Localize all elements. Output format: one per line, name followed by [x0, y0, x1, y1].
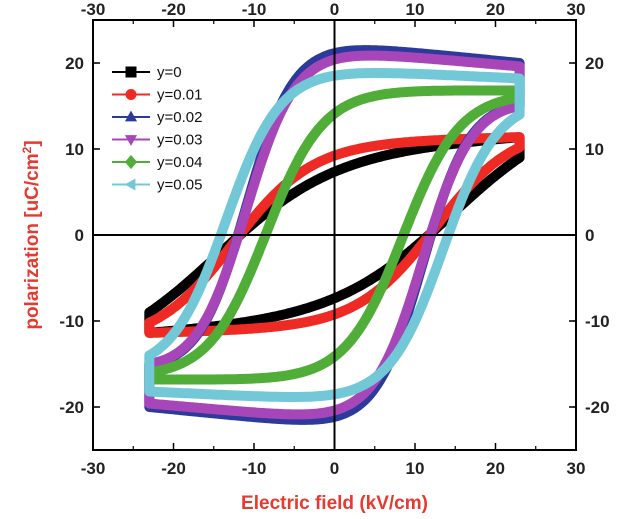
legend-label: y=0.03 — [157, 132, 202, 149]
y-tick-label-left: -20 — [59, 398, 84, 417]
x-tick-label-bottom: 30 — [567, 459, 586, 478]
series-line — [144, 50, 525, 420]
x-tick-label-top: 0 — [330, 0, 339, 19]
legend-item: y=0.04 — [112, 154, 202, 171]
y-tick-label-left: 0 — [75, 226, 84, 245]
x-tick-label-bottom: 0 — [330, 459, 339, 478]
y-tick-label-right: 0 — [585, 226, 594, 245]
legend-label: y=0.01 — [157, 87, 202, 104]
series-curves — [144, 45, 525, 425]
series-line — [144, 132, 525, 338]
x-tick-label-bottom: -20 — [161, 459, 186, 478]
x-tick-label-top: -20 — [161, 0, 186, 19]
x-tick-label-top: -30 — [81, 0, 106, 19]
legend-item: y=0.02 — [112, 109, 202, 126]
x-tick-label-top: 10 — [406, 0, 425, 19]
series-line — [144, 68, 525, 402]
legend-marker — [124, 178, 136, 191]
y-axis-title-main: polarization [uC/cm — [22, 153, 43, 329]
y-axis-title: polarization [uC/cm2] — [20, 140, 43, 329]
x-tick-label-top: 20 — [486, 0, 505, 19]
legend-marker — [124, 135, 138, 146]
x-tick-label-bottom: 10 — [406, 459, 425, 478]
tick-labels: -30 -30 -20 -20 -10 -10 0 0 10 10 20 20 30 30 -20 -20 -1… — [59, 0, 609, 478]
legend: y=0 y=0.01 y=0.02 y=0.03 y=0.04 y=0.05 — [112, 64, 202, 194]
x-tick-label-top: -10 — [242, 0, 267, 19]
y-axis-title-superscript: 2 — [20, 146, 34, 153]
legend-item: y=0.01 — [112, 87, 202, 104]
x-tick-label-top: 30 — [567, 0, 586, 19]
y-tick-label-left: 20 — [65, 54, 84, 73]
y-tick-label-left: -10 — [59, 312, 84, 331]
y-axis-title-end: ] — [22, 140, 43, 146]
y-tick-label-right: 20 — [585, 54, 604, 73]
y-tick-label-right: 10 — [585, 140, 604, 159]
legend-label: y=0.04 — [157, 154, 202, 171]
x-tick-label-bottom: -30 — [81, 459, 106, 478]
legend-label: y=0.02 — [157, 109, 202, 126]
legend-marker — [124, 154, 138, 170]
y-tick-label-right: -20 — [585, 398, 610, 417]
x-tick-label-bottom: 20 — [486, 459, 505, 478]
y-tick-label-left: 10 — [65, 140, 84, 159]
zero-axes — [93, 20, 576, 450]
series-y-0-01 — [144, 132, 525, 338]
x-axis-title: Electric field (kV/cm) — [241, 493, 428, 514]
legend-item: y=0.05 — [112, 177, 202, 194]
legend-label: y=0.05 — [157, 177, 202, 194]
y-tick-label-right: -10 — [585, 312, 610, 331]
legend-marker — [125, 66, 137, 78]
series-y-0-03 — [144, 50, 525, 420]
legend-item: y=0.03 — [112, 132, 202, 149]
legend-label: y=0 — [157, 64, 182, 81]
legend-item: y=0 — [112, 64, 182, 81]
legend-marker — [125, 89, 137, 100]
series-y-0-05 — [144, 68, 525, 402]
x-tick-label-bottom: -10 — [242, 459, 267, 478]
tick-marks — [92, 20, 577, 450]
legend-marker — [124, 110, 138, 122]
